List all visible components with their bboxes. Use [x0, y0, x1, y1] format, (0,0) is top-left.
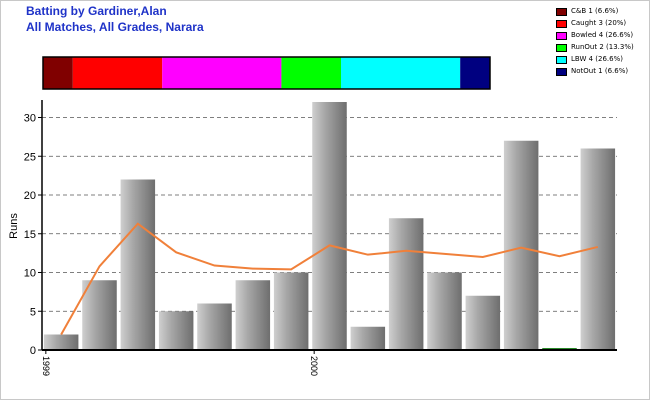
dismissal-segment — [162, 57, 282, 89]
legend-swatch — [556, 32, 567, 40]
y-tick-label: 20 — [24, 190, 36, 202]
legend-label: NotOut 1 (6.6%) — [571, 67, 629, 75]
bar — [158, 311, 194, 350]
bar — [273, 272, 309, 350]
chart-subtitle: All Matches, All Grades, Narara — [26, 20, 204, 34]
legend-swatch — [556, 56, 567, 64]
bar — [503, 140, 539, 350]
legend-item-bowled: Bowled 4 (26.6%) — [556, 30, 646, 41]
dismissal-segment — [72, 57, 163, 89]
dismissal-segment — [281, 57, 341, 89]
bar — [235, 280, 271, 350]
legend-swatch — [556, 20, 567, 28]
bar — [120, 179, 156, 350]
bar — [43, 334, 79, 350]
series-line — [60, 222, 599, 335]
dismissal-strip-border — [42, 56, 491, 90]
legend-item-notout: NotOut 1 (6.6%) — [556, 66, 646, 77]
legend-item-caught: Caught 3 (20%) — [556, 18, 646, 29]
legend-item-lbw: LBW 4 (26.6%) — [556, 54, 646, 65]
legend: C&B 1 (6.6%) Caught 3 (20%) Bowled 4 (26… — [556, 6, 646, 78]
y-tick-label: 0 — [30, 345, 36, 357]
y-tick-label: 15 — [24, 229, 36, 241]
legend-label: LBW 4 (26.6%) — [571, 55, 623, 63]
y-tick-label: 30 — [24, 113, 36, 125]
legend-label: Caught 3 (20%) — [571, 19, 627, 27]
legend-swatch — [556, 68, 567, 76]
bar — [388, 218, 424, 350]
dismissal-segment — [341, 57, 461, 89]
x-tick-label: 1999 — [41, 356, 51, 376]
legend-swatch — [556, 8, 567, 16]
bar — [82, 280, 117, 350]
legend-item-runout: RunOut 2 (13.3%) — [556, 42, 646, 53]
legend-item-cb: C&B 1 (6.6%) — [556, 6, 646, 17]
y-tick-label: 5 — [30, 306, 36, 318]
legend-swatch — [556, 44, 567, 52]
bar — [350, 326, 386, 350]
y-axis-label: Runs — [8, 213, 20, 239]
chart-title: Batting by Gardiner,Alan — [26, 4, 167, 18]
dismissal-segment — [460, 57, 490, 89]
legend-label: Bowled 4 (26.6%) — [571, 31, 634, 39]
y-tick-label: 25 — [24, 151, 36, 163]
dismissal-segment — [43, 57, 73, 89]
bar — [312, 102, 347, 350]
y-tick-label: 10 — [24, 268, 36, 280]
bar — [465, 295, 501, 350]
legend-label: C&B 1 (6.6%) — [571, 7, 619, 15]
bar — [427, 272, 462, 350]
legend-label: RunOut 2 (13.3%) — [571, 43, 634, 51]
bar — [197, 303, 232, 350]
x-tick-label: 2000 — [309, 356, 319, 376]
